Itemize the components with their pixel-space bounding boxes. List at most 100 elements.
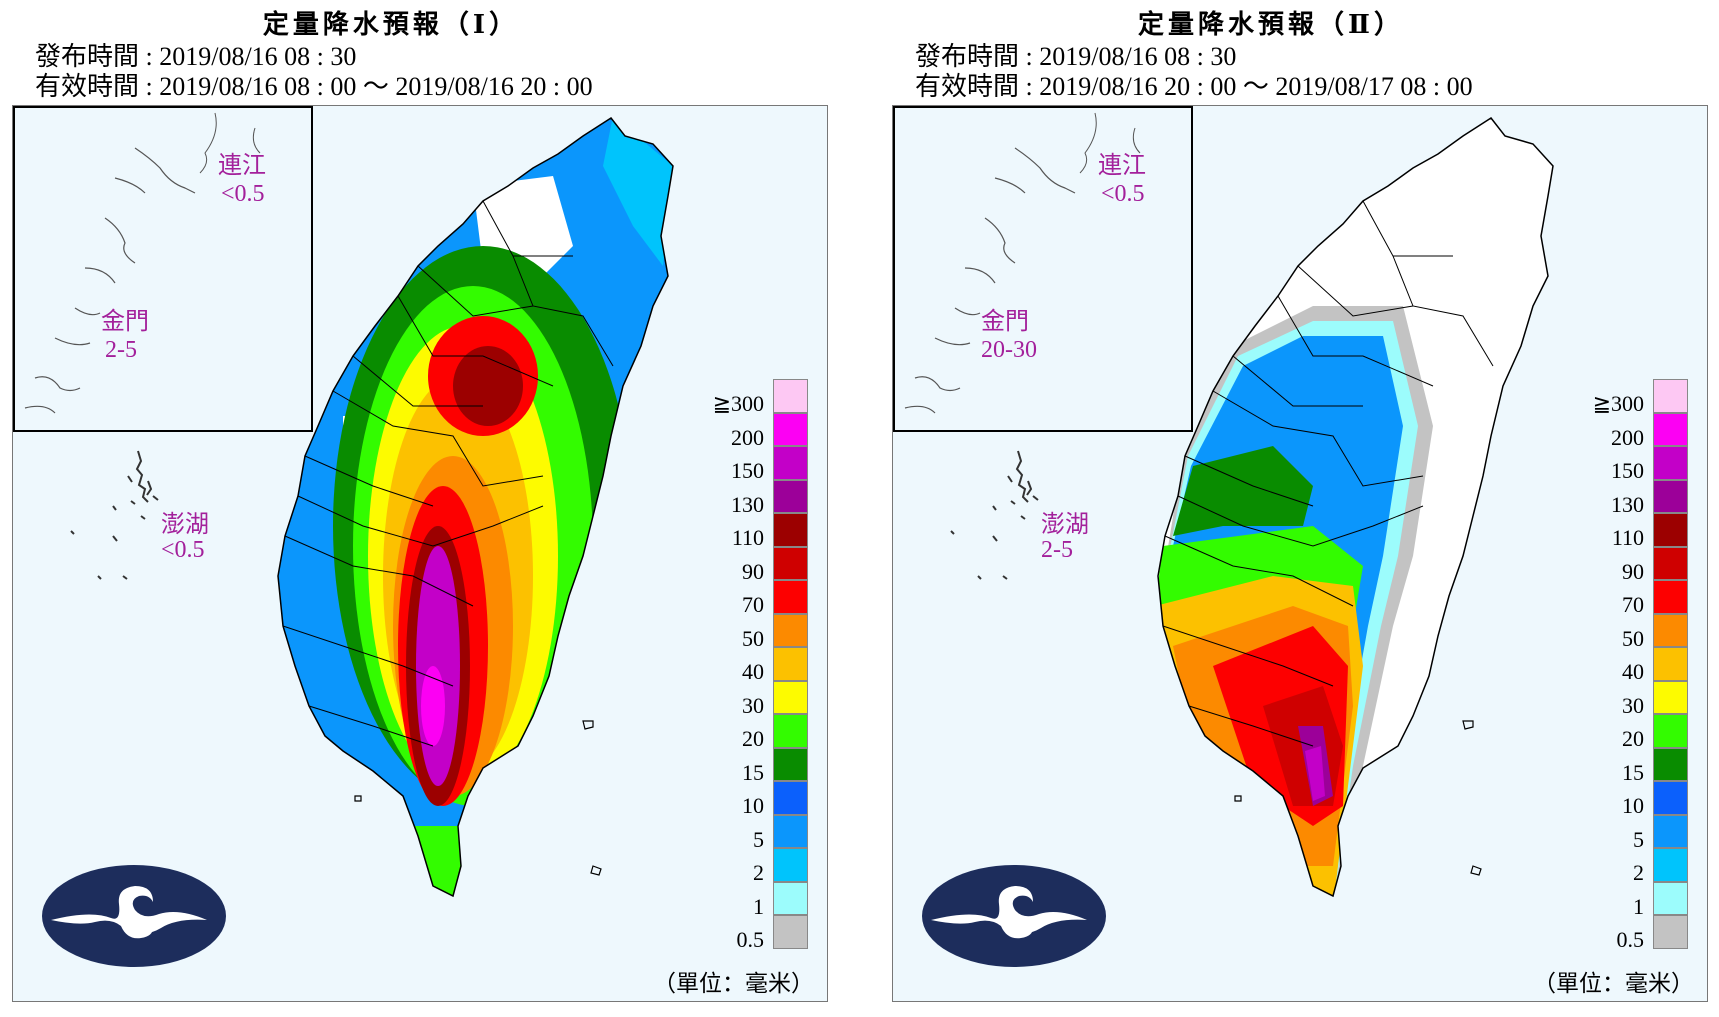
forecast-panel-1: 定量降水預報（Ⅰ） 發布時間 : 2019/08/16 08 : 30 有效時間… <box>0 0 830 1017</box>
legend-tick-label: 200 <box>731 424 764 450</box>
legend-swatch <box>773 747 808 781</box>
offshore-islet <box>354 720 602 876</box>
unit-label: （單位：毫米） <box>1533 971 1694 996</box>
rainfall-legend: ≧300 200 150 130 110 90 70 50 40 30 20 15 10 5 2 1 0.5 <box>713 379 808 952</box>
legend-swatch <box>1653 881 1688 915</box>
legend-tick-label: 30 <box>742 692 764 718</box>
legend-tick-label: 70 <box>742 592 764 617</box>
legend-tick-label: 70 <box>1622 592 1644 617</box>
cwb-logo <box>42 865 226 967</box>
legend-tick-label: 20 <box>742 726 764 751</box>
legend-swatch <box>773 915 808 949</box>
panel-title: 定量降水預報（Ⅱ） <box>1138 10 1404 40</box>
legend-swatch <box>1653 647 1688 681</box>
legend-swatch <box>1653 915 1688 949</box>
legend-swatch <box>773 446 808 480</box>
offshore-islands-inset <box>13 106 313 432</box>
kinmen-label: 金門 <box>981 309 1029 335</box>
penghu-value: 2-5 <box>1041 537 1073 563</box>
county-borders <box>282 200 614 747</box>
legend-tick-label: 110 <box>1611 525 1644 550</box>
legend-tick-label: 50 <box>1622 625 1644 651</box>
legend-swatch <box>773 781 808 815</box>
legend-swatch <box>1653 379 1688 413</box>
legend-tick-label: 15 <box>1622 759 1644 785</box>
legend-swatch <box>773 647 808 681</box>
china-coast-outline <box>904 112 1141 414</box>
legend-tick-label: 110 <box>731 525 764 550</box>
offshore-islet <box>1234 720 1482 876</box>
legend-swatch <box>1653 848 1688 882</box>
legend-swatch <box>1653 580 1688 614</box>
legend-tick-label: ≧300 <box>712 391 764 416</box>
legend-swatch <box>773 814 808 848</box>
legend-tick-label: 150 <box>731 458 764 483</box>
legend-swatch <box>773 513 808 547</box>
legend-tick-label: 10 <box>1622 793 1644 818</box>
legend-tick-label: 130 <box>1611 491 1644 517</box>
legend-tick-label: 5 <box>1633 826 1644 852</box>
valid-time: 有效時間 : 2019/08/16 20 : 00 ～ 2019/08/17 0… <box>915 72 1473 101</box>
taiwan-coastline <box>1157 116 1554 898</box>
legend-tick-label: 40 <box>1622 659 1644 684</box>
legend-swatch <box>1653 781 1688 815</box>
legend-swatch <box>1653 814 1688 848</box>
legend-tick-label: 200 <box>1611 424 1644 450</box>
penghu-label: 澎湖 <box>1041 512 1089 538</box>
legend-tick-label: 2 <box>753 860 764 885</box>
kinmen-value: 20-30 <box>981 337 1037 363</box>
rain-band <box>413 826 473 896</box>
legend-swatch <box>1653 613 1688 647</box>
rainfall-map <box>277 116 674 898</box>
legend-tick-label: 0.5 <box>736 927 765 952</box>
legend-swatch <box>773 613 808 647</box>
legend-tick-label: 40 <box>742 659 764 684</box>
legend-swatch <box>1653 412 1688 446</box>
forecast-panel-2: 定量降水預報（Ⅱ） 發布時間 : 2019/08/16 08 : 30 有效時間… <box>880 0 1710 1017</box>
county-borders <box>1162 200 1494 747</box>
issue-time: 發布時間 : 2019/08/16 08 : 30 <box>915 42 1237 71</box>
legend-tick-label: 1 <box>753 893 764 919</box>
rain-band <box>603 118 673 266</box>
legend-tick-label: 130 <box>731 491 764 517</box>
legend-swatch <box>1653 680 1688 714</box>
valid-time: 有效時間 : 2019/08/16 08 : 00 ～ 2019/08/16 2… <box>35 72 593 101</box>
legend-tick-label: 90 <box>742 558 764 584</box>
legend-swatch <box>1653 513 1688 547</box>
legend-swatch <box>773 546 808 580</box>
legend-tick-label: 10 <box>742 793 764 818</box>
rain-band <box>416 546 460 786</box>
legend-tick-label: 150 <box>1611 458 1644 483</box>
taiwan-coastline <box>277 116 674 898</box>
legend-swatch <box>773 848 808 882</box>
legend-swatch <box>1653 546 1688 580</box>
rain-band <box>1305 746 1325 801</box>
legend-tick-label: 0.5 <box>1616 927 1645 952</box>
rainfall-legend: ≧300 200 150 130 110 90 70 50 40 30 20 15 10 5 2 1 0.5 <box>1593 379 1688 952</box>
legend-tick-label: 2 <box>1633 860 1644 885</box>
legend-tick-label: 90 <box>1622 558 1644 584</box>
rain-band <box>1173 446 1313 536</box>
legend-tick-label: 15 <box>742 759 764 785</box>
map-frame: 連江 <0.5 金門 2-5 澎湖 <0.5 ≧300 200 150 130 110 9… <box>12 105 828 1002</box>
lienchiang-label: 連江 <box>1098 153 1146 179</box>
legend-swatch <box>773 680 808 714</box>
legend-tick-label: 1 <box>1633 893 1644 919</box>
lienchiang-value: <0.5 <box>1101 181 1145 207</box>
kinmen-value: 2-5 <box>105 337 137 363</box>
legend-swatch <box>773 580 808 614</box>
legend-tick-label: 20 <box>1622 726 1644 751</box>
legend-swatch <box>1653 446 1688 480</box>
china-coast-outline <box>24 112 261 414</box>
rain-band <box>421 666 445 746</box>
legend-swatch <box>773 412 808 446</box>
legend-swatch <box>1653 747 1688 781</box>
legend-tick-label: 5 <box>753 826 764 852</box>
penghu-value: <0.5 <box>161 537 205 563</box>
lienchiang-label: 連江 <box>218 153 266 179</box>
legend-swatch <box>1653 714 1688 748</box>
rainfall-map <box>1157 116 1554 898</box>
issue-time: 發布時間 : 2019/08/16 08 : 30 <box>35 42 357 71</box>
legend-swatch <box>773 479 808 513</box>
cwb-logo <box>922 865 1106 967</box>
